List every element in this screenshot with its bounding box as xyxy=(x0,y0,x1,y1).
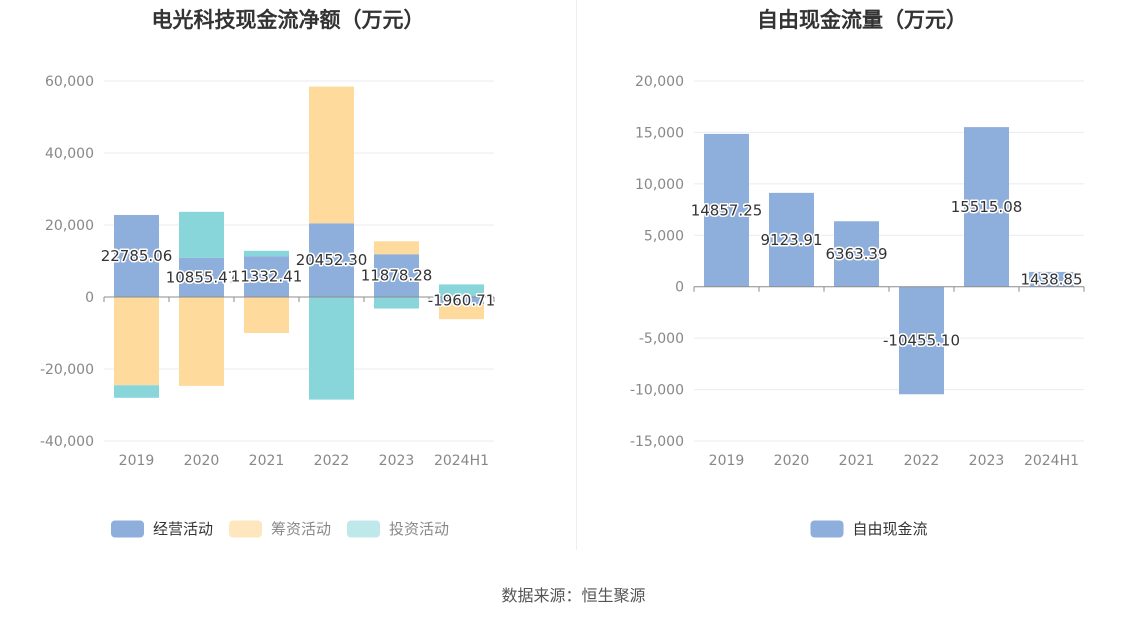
x-tick-label: 2024H1 xyxy=(434,453,489,469)
y-tick-label: -20,000 xyxy=(40,362,94,378)
data-label: 1438.85 xyxy=(1020,270,1082,288)
bar-financing xyxy=(114,297,159,386)
data-label: 11332.41 xyxy=(231,268,303,286)
legend-label: 自由现金流 xyxy=(853,520,928,538)
x-tick-label: 2019 xyxy=(119,453,155,469)
y-tick-label: -10,000 xyxy=(630,383,684,399)
bar-free-cash-flow xyxy=(834,221,879,287)
bar-investing xyxy=(374,297,419,309)
data-label: 9123.91 xyxy=(760,231,822,249)
y-tick-label: -5,000 xyxy=(639,331,684,347)
chart-title-cash-flow: 电光科技现金流净额（万元） xyxy=(151,8,425,32)
data-source-note: 数据来源：恒生聚源 xyxy=(501,586,646,605)
bar-financing xyxy=(179,297,224,386)
cash-flow-chart-panel: 电光科技现金流净额（万元） 60,000 40,000 20,000 0 -20,000… xyxy=(0,0,576,560)
x-tick-label: 2020 xyxy=(774,453,810,469)
bar-investing xyxy=(114,385,159,398)
x-tick-label: 2023 xyxy=(969,453,1005,469)
x-tick-label: 2021 xyxy=(249,453,285,469)
legend-label: 经营活动 xyxy=(153,520,213,538)
bar-investing xyxy=(439,284,484,297)
data-label: 15515.08 xyxy=(951,198,1023,216)
bar-investing xyxy=(179,211,224,258)
data-label: -1960.71 xyxy=(428,292,495,310)
bar-financing xyxy=(439,304,484,320)
legend-label: 投资活动 xyxy=(389,520,449,538)
free-cash-flow-bar-chart: 20,000 15,000 10,000 5,000 0 -5,000 -10,000 -15… xyxy=(630,74,1085,538)
y-tick-label: 0 xyxy=(85,290,94,306)
y-tick-label: 0 xyxy=(675,280,684,296)
x-tick-label: 2022 xyxy=(904,453,940,469)
chart-title-free-cash-flow: 自由现金流量（万元） xyxy=(757,8,967,32)
panel-divider xyxy=(576,0,577,550)
legend-swatch xyxy=(229,520,262,538)
bar-free-cash-flow xyxy=(1029,271,1074,287)
x-tick-label: 2020 xyxy=(184,453,220,469)
y-tick-label: 60,000 xyxy=(45,74,94,90)
bar-free-cash-flow xyxy=(964,127,1009,287)
y-tick-label: -40,000 xyxy=(40,434,94,450)
y-tick-label: -15,000 xyxy=(630,434,684,450)
bar-free-cash-flow xyxy=(769,192,814,287)
bar-operating xyxy=(179,257,224,297)
legend-label: 筹资活动 xyxy=(271,520,331,538)
legend-swatch xyxy=(111,520,144,538)
bar-operating xyxy=(244,256,289,297)
legend-swatch xyxy=(810,520,844,538)
data-label: -10455.10 xyxy=(883,331,960,349)
y-tick-label: 20,000 xyxy=(45,218,94,234)
free-cash-flow-chart-panel: 自由现金流量（万元） 20,000 15,000 10,000 5,000 0 -5,00… xyxy=(577,0,1147,560)
y-tick-label: 40,000 xyxy=(45,146,94,162)
cash-flow-stacked-bar-chart: 60,000 40,000 20,000 0 -20,000 -40,000 2019 202… xyxy=(40,74,497,538)
data-label: 6363.39 xyxy=(825,245,887,263)
data-label: 10855.47 xyxy=(166,268,238,286)
data-label: 20452.30 xyxy=(296,251,368,269)
x-tick-label: 2022 xyxy=(314,453,350,469)
y-tick-label: 20,000 xyxy=(635,74,684,90)
x-tick-label: 2021 xyxy=(839,453,875,469)
y-tick-label: 10,000 xyxy=(635,177,684,193)
bar-financing xyxy=(244,297,289,333)
data-label: 22785.06 xyxy=(101,247,173,265)
y-tick-label: 15,000 xyxy=(635,125,684,141)
x-tick-label: 2019 xyxy=(709,453,745,469)
x-tick-label: 2024H1 xyxy=(1024,453,1079,469)
bar-investing xyxy=(309,297,354,400)
bar-operating xyxy=(439,297,484,305)
bar-free-cash-flow xyxy=(899,286,944,395)
legend-swatch xyxy=(347,520,380,538)
bar-free-cash-flow xyxy=(704,133,749,287)
x-tick-label: 2023 xyxy=(379,453,415,469)
bar-operating xyxy=(309,223,354,297)
data-label: 14857.25 xyxy=(691,201,763,219)
y-tick-label: 5,000 xyxy=(644,228,684,244)
bar-investing xyxy=(244,250,289,257)
bar-financing xyxy=(309,86,354,224)
bar-operating xyxy=(374,254,419,297)
data-label: 11878.28 xyxy=(361,267,433,285)
bar-financing xyxy=(374,241,419,255)
bar-operating xyxy=(114,214,159,297)
